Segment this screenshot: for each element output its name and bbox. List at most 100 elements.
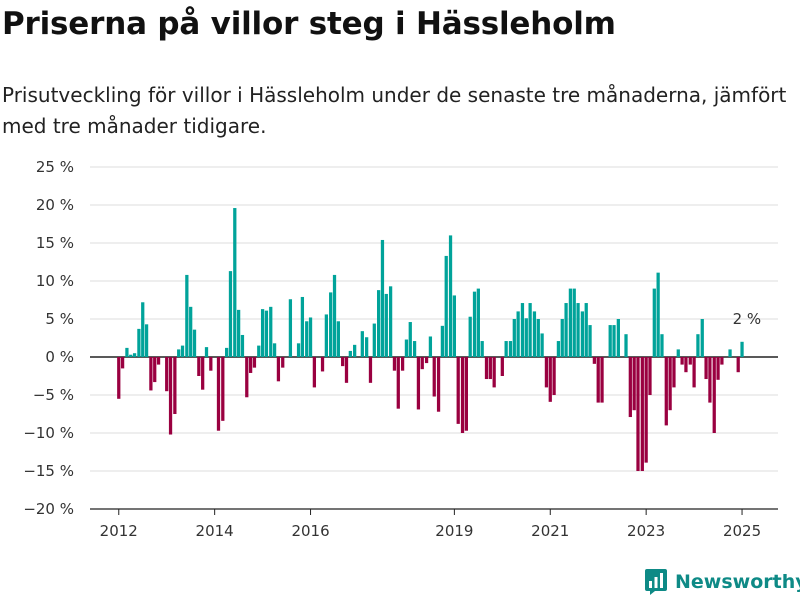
bar-negative [392, 357, 397, 371]
x-tick-label: 2016 [291, 522, 329, 540]
bar-positive [508, 341, 513, 357]
bar-negative [692, 357, 696, 388]
bar-negative [312, 357, 317, 388]
y-tick-label: 0 % [45, 348, 74, 366]
bar-negative [221, 357, 225, 421]
bar-positive [624, 334, 628, 357]
bar-positive [228, 271, 233, 357]
bar-negative [320, 357, 325, 372]
bar-positive [125, 347, 129, 357]
bar-positive [233, 208, 237, 357]
bar-positive [129, 354, 133, 357]
bars [117, 208, 744, 471]
bar-negative [117, 357, 121, 399]
bar-negative [396, 357, 400, 409]
bar-positive [444, 255, 448, 357]
bar-positive [408, 322, 412, 357]
bar-positive [348, 350, 352, 357]
bar-positive [204, 347, 209, 357]
bar-negative [436, 357, 441, 412]
bar-positive [612, 325, 616, 357]
bar-negative [424, 357, 429, 364]
bar-negative [276, 357, 281, 382]
bar-positive [144, 324, 149, 357]
bar-negative [456, 357, 460, 424]
bar-positive [257, 345, 261, 357]
bar-positive [365, 337, 369, 357]
bar-positive [588, 325, 592, 357]
x-tick-label: 2025 [723, 522, 761, 540]
last-value-label: 2 % [733, 310, 762, 328]
bar-positive [288, 299, 293, 357]
bar-positive [468, 316, 472, 357]
newsworthy-logo-icon [645, 569, 667, 595]
y-tick-label: −20 % [23, 500, 74, 518]
bar-positive [236, 309, 241, 357]
bar-negative [209, 357, 213, 371]
bar-positive [180, 345, 185, 357]
bar-negative [464, 357, 468, 431]
bar-negative [644, 357, 648, 463]
bar-positive [528, 303, 532, 357]
bar-positive [132, 353, 137, 357]
bar-positive [272, 343, 277, 357]
annotations: 2 % [733, 310, 762, 328]
bar-negative [632, 357, 636, 411]
bar-negative [648, 357, 652, 395]
y-tick-label: 5 % [45, 310, 74, 328]
bar-positive [504, 341, 508, 357]
bar-positive [428, 336, 433, 357]
x-tick-label: 2023 [627, 522, 665, 540]
bar-positive [324, 314, 328, 357]
bar-negative [488, 357, 492, 380]
bar-positive [141, 302, 145, 357]
bar-negative [368, 357, 373, 383]
bar-negative [716, 357, 720, 380]
bar-negative [245, 357, 249, 398]
bar-negative [664, 357, 668, 426]
bar-negative [281, 357, 285, 368]
bar-negative [252, 357, 257, 368]
bar-positive [608, 325, 612, 357]
bar-positive [137, 328, 141, 357]
bar-negative [341, 357, 345, 367]
bar-negative [552, 357, 556, 395]
bar-negative [688, 357, 692, 365]
bar-negative [736, 357, 740, 373]
bar-negative [684, 357, 688, 373]
bar-chart: 25 % 20 % 15 % 10 % 5 % 0 % −5 % −10 % −15 % −20 … [23, 158, 778, 540]
bar-positive [564, 303, 568, 357]
bar-positive [332, 274, 337, 357]
bar-positive [185, 274, 189, 357]
bar-positive [300, 296, 305, 357]
bar-positive [384, 293, 388, 357]
bar-negative [544, 357, 549, 388]
y-tick-label: −10 % [23, 424, 74, 442]
bar-positive [476, 288, 480, 357]
y-tick-label: 20 % [36, 196, 74, 214]
bar-negative [344, 357, 349, 383]
y-tick-label: 10 % [36, 272, 74, 290]
bar-positive [240, 334, 245, 357]
bar-positive [536, 319, 540, 357]
bar-positive [652, 288, 656, 357]
bar-positive [412, 341, 417, 357]
bar-positive [305, 321, 309, 357]
brand-name: Newsworthy [675, 571, 800, 593]
bar-negative [492, 357, 496, 388]
bar-negative [600, 357, 604, 403]
bar-positive [177, 349, 181, 357]
x-tick-label: 2012 [100, 522, 138, 540]
bar-positive [225, 347, 229, 357]
bar-negative [173, 357, 177, 414]
x-axis-ticks: 2012 2014 2016 2019 2021 2023 2025 [90, 508, 778, 540]
bar-negative [548, 357, 552, 402]
bar-positive [540, 333, 544, 357]
bar-positive [308, 317, 313, 357]
bar-positive [572, 288, 576, 357]
bar-negative [500, 357, 504, 376]
bar-negative [640, 357, 644, 471]
bar-negative [432, 357, 436, 397]
bar-positive [329, 292, 333, 357]
bar-positive [336, 321, 340, 357]
